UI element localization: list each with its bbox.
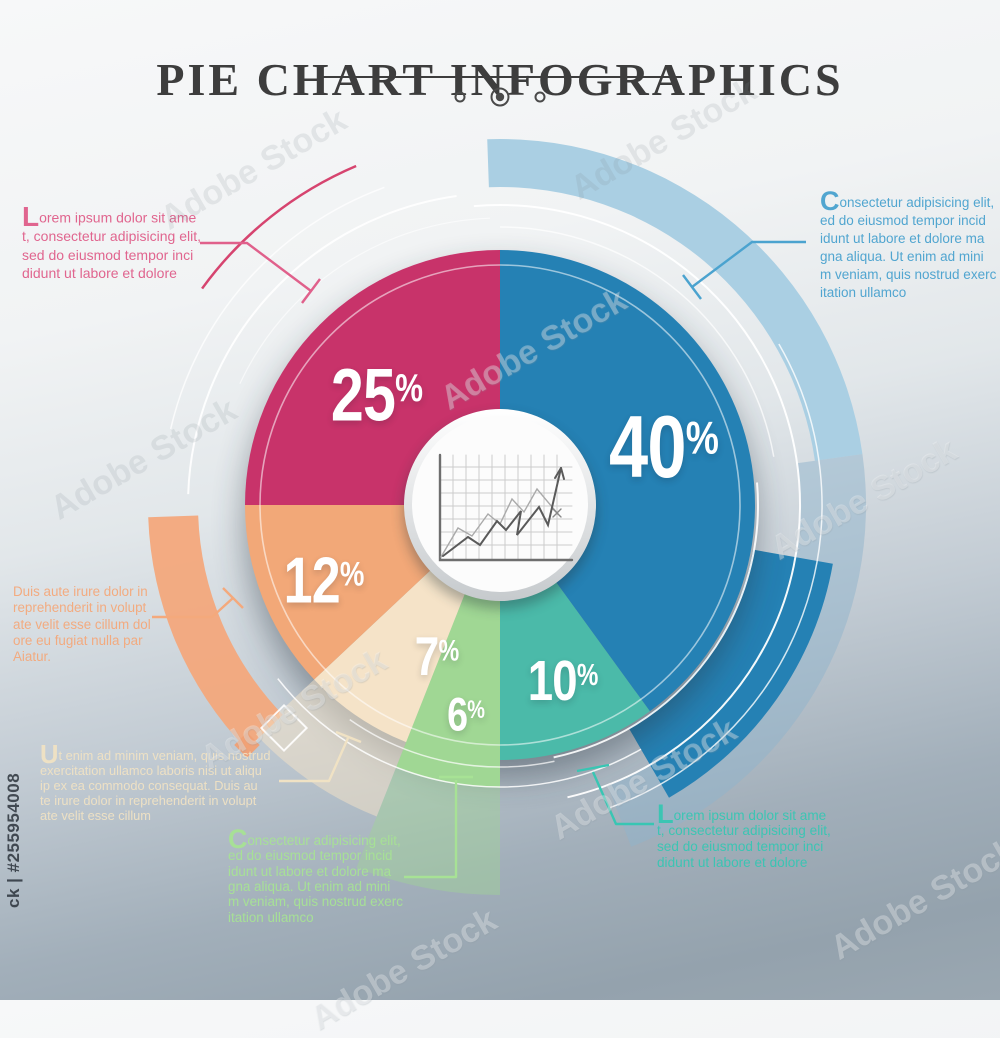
thin-arc (609, 343, 823, 809)
thin-arc (187, 195, 457, 495)
thin-arc (473, 204, 801, 799)
callout-text: orem ipsum dolor sit ame t, consectetur … (22, 209, 201, 282)
leader-mid-left (152, 587, 244, 619)
drop-cap: C (228, 824, 248, 854)
light-blue-ring (487, 139, 863, 461)
orange-diamond-decoration (234, 732, 260, 758)
leader-lines (152, 240, 806, 879)
drop-cap: U (40, 741, 59, 770)
decorative-rings (148, 139, 866, 847)
thin-white-arcs (169, 186, 823, 809)
callout-text: t enim ad minim veniam, quis nostrud exe… (40, 748, 271, 824)
leader-bottom-left (279, 730, 362, 783)
leader-top-right (682, 240, 806, 300)
thin-arc (349, 719, 555, 768)
leader-bottom-right (576, 763, 654, 826)
thin-arc (499, 226, 775, 457)
callout-text: onsectetur adipisicing elit, ed do eiusm… (820, 194, 997, 300)
line-chart-icon (438, 453, 574, 562)
diamond-outline-decoration (259, 703, 309, 753)
callout-text: orem ipsum dolor sit ame t, consectetur … (657, 807, 831, 870)
center-medallion (403, 409, 597, 609)
callout-text: Duis aute irure dolor in reprehenderit i… (13, 583, 151, 665)
drop-cap: L (22, 201, 40, 232)
steel-blue-ring (607, 454, 866, 847)
thin-arc (169, 186, 385, 430)
orange-ring (148, 515, 283, 750)
leader-bottom-center (404, 775, 473, 879)
callout-bottom-center: Consectetur adipisicing elit, ed do eius… (228, 826, 463, 925)
callout-mid-left: Duis aute irure dolor in reprehenderit i… (13, 582, 173, 666)
pie-label-pink: 25% (330, 353, 424, 437)
title-ornament-circles (454, 87, 546, 107)
callout-bottom-left: Ut enim ad minim veniam, quis nostrud ex… (40, 742, 285, 824)
thin-arc (239, 217, 491, 384)
pie-label-cream: 7% (414, 625, 460, 687)
pie-segment-blue (500, 250, 755, 712)
inner-ring-line (259, 264, 741, 746)
pie-label-blue: 40% (609, 397, 719, 496)
infographic-canvas: PIE CHART INFOGRAPHICS Lorem ipsum dolor… (4, 54, 1000, 1038)
leader-top-left (200, 241, 321, 304)
title-underline (320, 76, 682, 78)
pie-chart-artwork (148, 139, 866, 895)
drop-cap: C (820, 186, 840, 216)
drop-cap: L (657, 798, 674, 829)
blue-petal-extension (628, 549, 833, 798)
callout-top-left: Lorem ipsum dolor sit ame t, consectetur… (22, 203, 247, 283)
thin-arc (553, 482, 759, 759)
pie-label-orange: 12% (283, 543, 365, 617)
pie-label-green: 6% (447, 687, 485, 741)
callout-text: onsectetur adipisicing elit, ed do eiusm… (228, 832, 403, 925)
callout-bottom-right: Lorem ipsum dolor sit ame t, consectetur… (657, 800, 847, 870)
pie-label-teal: 10% (527, 649, 599, 713)
thin-arc (277, 678, 642, 788)
callout-top-right: Consectetur adipisicing elit, ed do eius… (820, 188, 1000, 302)
